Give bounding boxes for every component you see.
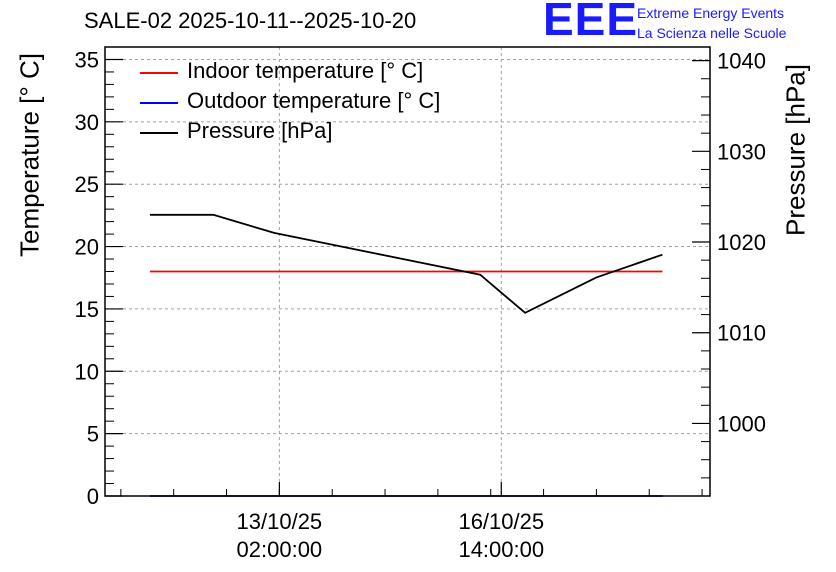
y-tick-label: 20 (75, 235, 99, 260)
y-tick-label: 0 (87, 484, 99, 509)
y2-tick-label: 1010 (717, 321, 766, 346)
legend-label-outdoor: Outdoor temperature [° C] (187, 88, 441, 113)
legend-label-pressure: Pressure [hPa] (187, 118, 333, 143)
x-tick-label-date: 16/10/25 (458, 509, 544, 534)
y-tick-label: 35 (75, 47, 99, 72)
legend-item-outdoor: Outdoor temperature [° C] (140, 88, 480, 118)
legend-swatch-indoor (140, 72, 178, 74)
y2-tick-label: 1040 (717, 49, 766, 74)
axis-ticks (105, 58, 710, 497)
x-tick-label-time: 14:00:00 (458, 537, 544, 562)
tick-labels: 0 5 10 15 20 25 30 35 1000 1010 1020 1030 1040 13/10/… (75, 47, 766, 562)
legend-item-pressure: Pressure [hPa] (140, 118, 480, 148)
y-tick-label: 5 (87, 422, 99, 447)
y-tick-label: 15 (75, 297, 99, 322)
y2-tick-label: 1030 (717, 139, 766, 164)
chart-title: SALE-02 2025-10-11--2025-10-20 (84, 8, 417, 33)
series-lines (149, 213, 663, 497)
legend-item-indoor: Indoor temperature [° C] (140, 58, 480, 88)
legend-label-indoor: Indoor temperature [° C] (187, 58, 424, 83)
logo-text-line2: La Scienza nelle Scuole (637, 25, 787, 41)
x-tick-label-date: 13/10/25 (237, 509, 323, 534)
legend-swatch-pressure (140, 132, 178, 134)
y-tick-label: 10 (75, 359, 99, 384)
x-tick-label-time: 02:00:00 (237, 537, 323, 562)
y-axis-label-left: Temperature [° C] (14, 52, 45, 258)
eee-logo-mark: EEE (543, 0, 639, 45)
y-tick-label: 30 (75, 110, 99, 135)
y-axis-label-right: Pressure [hPa] (780, 64, 811, 236)
logo-text-line1: Extreme Energy Events (637, 5, 785, 21)
legend: Indoor temperature [° C] Outdoor tempera… (140, 58, 480, 148)
y-tick-label: 25 (75, 172, 99, 197)
series-line-pressure (149, 213, 663, 314)
y2-tick-label: 1000 (717, 411, 766, 436)
legend-swatch-outdoor (140, 102, 178, 104)
y2-tick-label: 1020 (717, 230, 766, 255)
